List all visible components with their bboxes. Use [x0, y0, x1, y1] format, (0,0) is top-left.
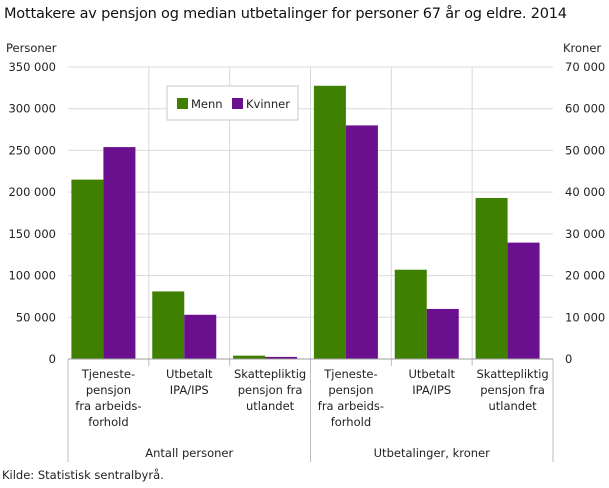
legend-label-menn: Menn	[191, 97, 223, 111]
bar-kvinner	[426, 308, 459, 359]
x-tick-label: pensjon fra	[480, 383, 545, 397]
x-tick-label: IPA/IPS	[170, 383, 209, 397]
x-tick-label: fra arbeids-	[318, 399, 384, 413]
y-axis-title-left: Personer	[6, 41, 57, 55]
x-tick-label: pensjon	[86, 383, 131, 397]
x-tick-label: utlandet	[488, 399, 537, 413]
x-tick-label: Tjeneste-	[81, 367, 135, 381]
x-tick-label: pensjon fra	[238, 383, 303, 397]
bar-kvinner	[265, 356, 298, 359]
group-label: Antall personer	[145, 446, 233, 460]
bars	[71, 85, 540, 360]
bar-menn	[475, 197, 508, 359]
y-tick-label-left: 50 000	[16, 310, 56, 324]
y-axis-title-right: Kroner	[563, 41, 601, 55]
y-tick-label-right: 70 000	[565, 60, 605, 74]
axes	[67, 358, 554, 462]
y-tick-label-left: 250 000	[8, 143, 56, 157]
x-tick-label: Skattepliktig	[476, 367, 548, 381]
x-tick-label: Utbetalt	[166, 367, 213, 381]
bar-menn	[394, 269, 427, 359]
bar-kvinner	[103, 147, 136, 359]
y-tick-label-left: 300 000	[8, 102, 56, 116]
y-tick-label-left: 350 000	[8, 60, 56, 74]
x-tick-label: forhold	[88, 415, 128, 429]
legend-swatch-menn	[177, 98, 188, 109]
group-label: Utbetalinger, kroner	[374, 446, 490, 460]
y-tick-label-right: 0	[565, 352, 572, 366]
x-tick-label: Skattepliktig	[234, 367, 306, 381]
y-tick-label-right: 30 000	[565, 227, 605, 241]
axis-labels: 0 0 50 000 10 000 100 000 20 000 150 000 30 000…	[6, 41, 605, 460]
bar-menn	[313, 85, 346, 360]
bar-menn	[152, 291, 185, 359]
bar-kvinner	[184, 314, 217, 359]
y-tick-label-right: 40 000	[565, 185, 605, 199]
source-note: Kilde: Statistisk sentralbyrå.	[2, 468, 164, 482]
y-tick-label-right: 10 000	[565, 310, 605, 324]
x-tick-label: Tjeneste-	[323, 367, 377, 381]
bar-menn	[233, 355, 266, 359]
gridlines	[68, 66, 553, 359]
y-tick-label-right: 60 000	[565, 102, 605, 116]
legend-swatch-kvinner	[232, 98, 243, 109]
x-tick-label: utlandet	[246, 399, 295, 413]
y-tick-label-left: 200 000	[8, 185, 56, 199]
x-tick-label: IPA/IPS	[412, 383, 451, 397]
y-tick-label-right: 20 000	[565, 269, 605, 283]
bar-kvinner	[345, 125, 378, 360]
y-tick-label-left: 150 000	[8, 227, 56, 241]
x-tick-label: pensjon	[328, 383, 373, 397]
x-tick-label: Utbetalt	[408, 367, 455, 381]
y-tick-label-right: 50 000	[565, 143, 605, 157]
legend: Menn Kvinner	[166, 85, 299, 121]
chart-title: Mottakere av pensjon og median utbetalin…	[4, 6, 567, 22]
bar-kvinner	[507, 242, 540, 359]
x-tick-label: forhold	[331, 415, 371, 429]
y-tick-label-left: 100 000	[8, 269, 56, 283]
legend-label-kvinner: Kvinner	[246, 97, 290, 111]
bar-menn	[71, 179, 104, 359]
y-tick-label-left: 0	[49, 352, 56, 366]
x-tick-label: fra arbeids-	[75, 399, 141, 413]
